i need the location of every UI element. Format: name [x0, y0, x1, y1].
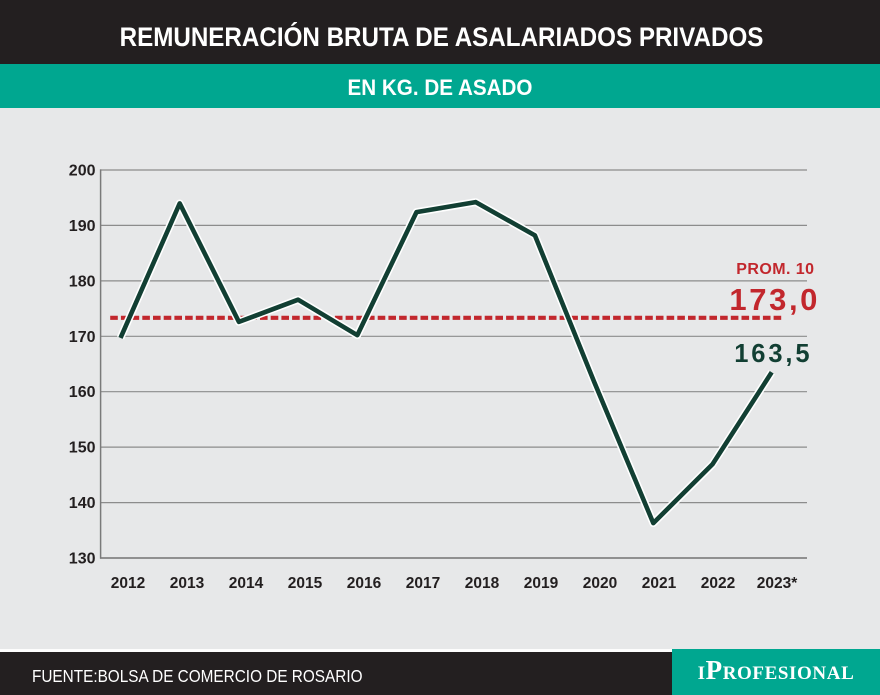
svg-text:2015: 2015: [288, 575, 323, 592]
svg-text:150: 150: [69, 440, 96, 457]
svg-text:160: 160: [69, 384, 96, 401]
svg-text:163,5: 163,5: [734, 340, 812, 368]
svg-text:PROM. 10: PROM. 10: [736, 261, 814, 278]
svg-text:2020: 2020: [583, 575, 617, 592]
svg-text:170: 170: [69, 329, 96, 346]
svg-text:2021: 2021: [642, 575, 677, 592]
svg-text:2017: 2017: [406, 575, 440, 592]
svg-text:190: 190: [69, 218, 96, 235]
svg-text:2013: 2013: [170, 575, 205, 592]
svg-text:200: 200: [69, 163, 96, 180]
svg-text:2012: 2012: [111, 575, 145, 592]
svg-text:2018: 2018: [465, 575, 500, 592]
svg-text:2014: 2014: [229, 575, 264, 592]
svg-text:2023*: 2023*: [757, 575, 798, 592]
svg-text:173,0: 173,0: [729, 282, 820, 317]
svg-text:2022: 2022: [701, 575, 735, 592]
svg-text:180: 180: [69, 273, 96, 290]
svg-text:130: 130: [69, 551, 96, 568]
svg-text:140: 140: [69, 495, 96, 512]
svg-text:2016: 2016: [347, 575, 382, 592]
svg-text:2019: 2019: [524, 575, 559, 592]
